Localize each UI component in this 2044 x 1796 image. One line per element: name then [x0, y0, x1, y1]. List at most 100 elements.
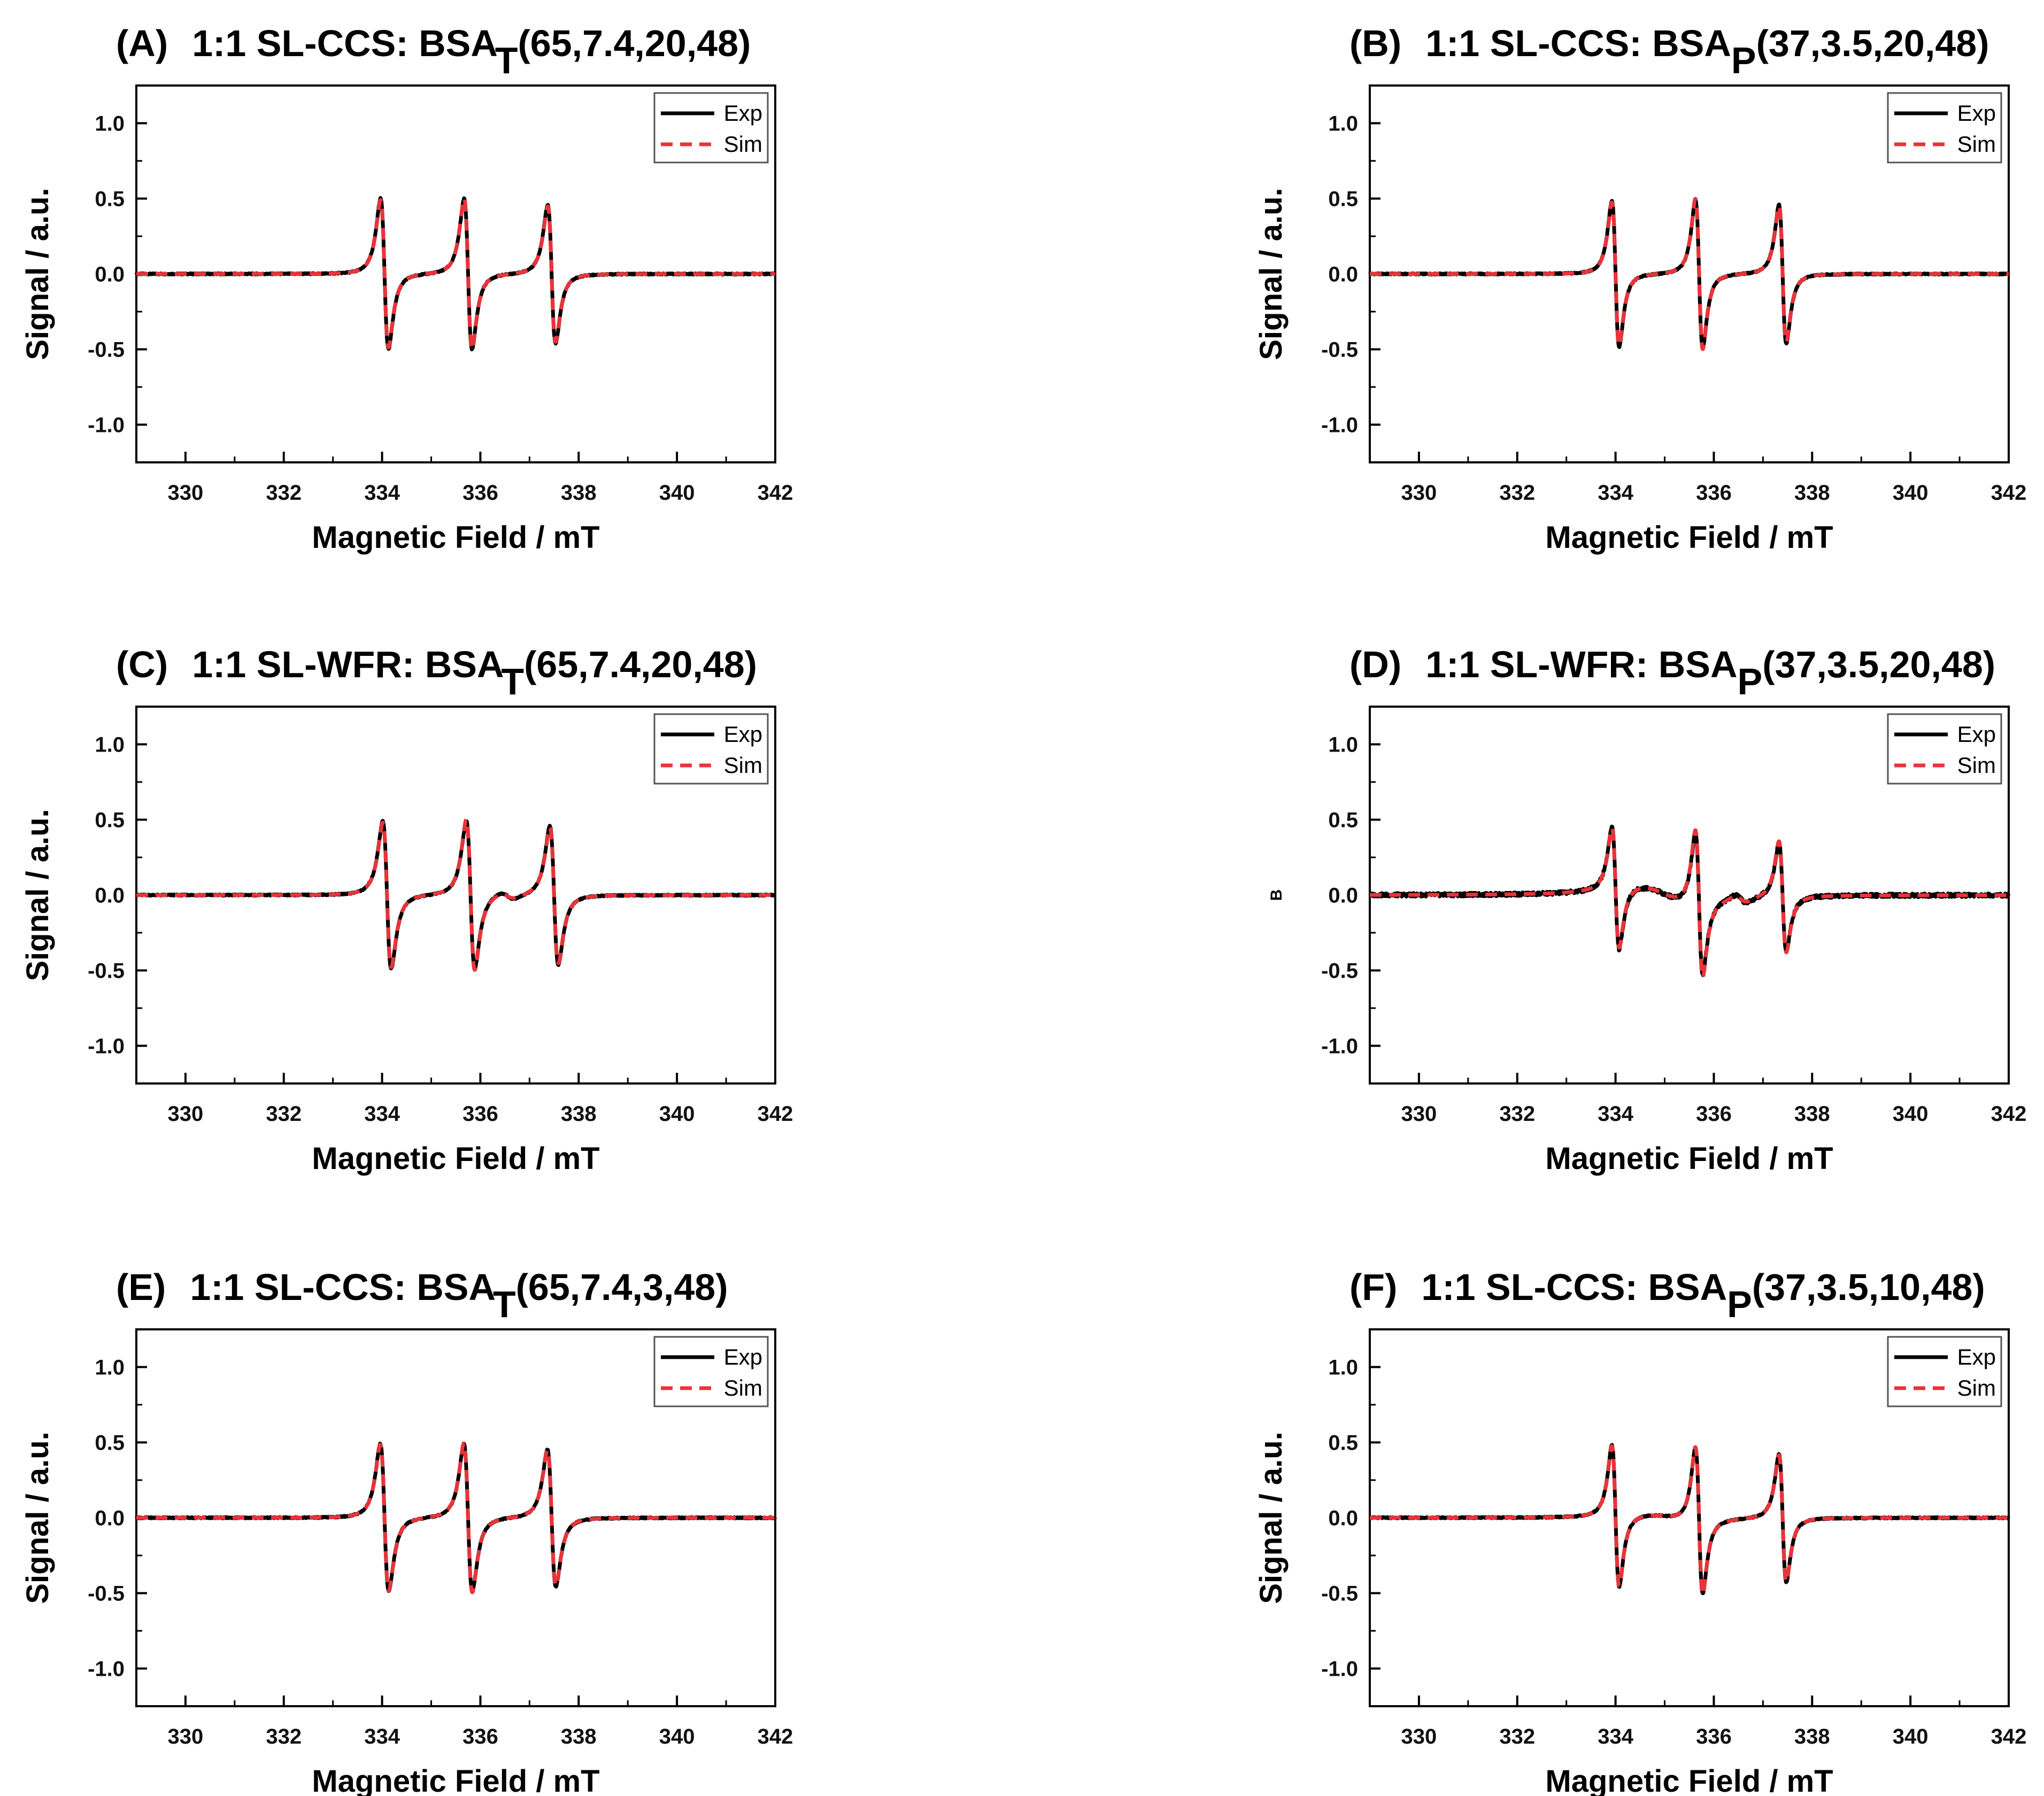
- x-tick-label: 336: [462, 1725, 498, 1748]
- y-tick-label: 0.0: [95, 884, 125, 908]
- legend-box: [653, 713, 769, 785]
- x-axis-label: Magnetic Field / mT: [312, 1141, 599, 1176]
- series-line-sim: [1368, 826, 2010, 979]
- chart-panel-d: (D) 1:1 SL-WFR: BSAP(37,3.5,20,48) 330 332 3…: [1268, 644, 2026, 1176]
- x-tick-label: 338: [1794, 481, 1830, 505]
- panel-title-subscript: T: [495, 40, 518, 81]
- y-tick-label: 1.0: [1328, 112, 1358, 136]
- y-tick-label: 0.0: [1328, 1507, 1358, 1530]
- x-tick-label: 332: [1499, 1102, 1535, 1126]
- y-tick-label: 1.0: [1328, 733, 1358, 757]
- x-tick-label: 336: [1696, 1725, 1732, 1748]
- panel-title-prefix: 1:1 SL-CCS: BSA: [1425, 22, 1731, 64]
- panel-title-label: (B): [1349, 22, 1401, 64]
- x-tick-label: 334: [364, 1102, 400, 1126]
- y-tick-label: 1.0: [95, 733, 125, 757]
- x-tick-label: 332: [1499, 1725, 1535, 1748]
- x-tick-label: 342: [1991, 481, 2027, 505]
- y-tick-label: 0.5: [95, 188, 125, 211]
- legend-label-sim: Sim: [724, 753, 762, 778]
- y-axis-label: Signal / a.u.: [1254, 188, 1289, 360]
- x-tick-label: 336: [462, 481, 498, 505]
- panel-title: (E) 1:1 SL-CCS: BSAT(65,7.4,3,48): [116, 1266, 728, 1325]
- series-line-exp: [135, 819, 777, 971]
- y-axis-label: Signal / a.u.: [20, 188, 55, 360]
- x-tick-label: 338: [561, 481, 597, 505]
- panel-title-subscript: P: [1727, 1283, 1752, 1325]
- y-tick-label: 0.5: [1328, 1431, 1358, 1455]
- panel-title-prefix: 1:1 SL-CCS: BSA: [192, 22, 497, 64]
- chart-panel-c: (C) 1:1 SL-WFR: BSAT(65,7.4,20,48) 330 332 3…: [20, 644, 793, 1176]
- x-tick-label: 338: [1794, 1102, 1830, 1126]
- panel-title-prefix: 1:1 SL-WFR: BSA: [192, 644, 503, 685]
- y-tick-label: 1.0: [1328, 1356, 1358, 1380]
- panel-title-subscript: P: [1731, 40, 1756, 81]
- legend-box: [1887, 713, 2002, 785]
- y-tick-label: -0.5: [88, 338, 125, 362]
- panel-title-prefix: 1:1 SL-CCS: BSA: [190, 1266, 495, 1308]
- series-line-sim: [1368, 1444, 2010, 1597]
- legend-label-sim: Sim: [724, 131, 762, 157]
- panel-title-subscript: T: [501, 661, 524, 702]
- y-tick-label: -0.5: [1321, 338, 1358, 362]
- legend-box: [653, 92, 769, 164]
- y-axis-label: Signal / a.u.: [1254, 1431, 1289, 1604]
- x-tick-label: 342: [758, 1725, 793, 1748]
- legend-label-exp: Exp: [724, 100, 762, 126]
- x-tick-label: 342: [1991, 1725, 2027, 1748]
- panel-title-label: (C): [116, 644, 168, 685]
- x-axis-label: Magnetic Field / mT: [312, 1764, 599, 1796]
- y-tick-label: -1.0: [1321, 414, 1358, 437]
- panel-title-suffix: (37,3.5,10,48): [1752, 1266, 1985, 1308]
- chart-panel-a: (A) 1:1 SL-CCS: BSAT(65,7.4,20,48) 330 332 3…: [20, 22, 793, 555]
- panel-title-subscript: T: [493, 1283, 516, 1325]
- x-tick-label: 340: [659, 1102, 695, 1126]
- y-tick-label: 0.5: [1328, 188, 1358, 211]
- x-axis-label: Magnetic Field / mT: [1545, 1764, 1833, 1796]
- series-line-sim: [135, 817, 777, 972]
- y-tick-label: 0.5: [95, 809, 125, 832]
- x-tick-label: 336: [1696, 1102, 1732, 1126]
- x-tick-label: 340: [1893, 1725, 1929, 1748]
- y-tick-label: -1.0: [88, 1658, 125, 1681]
- y-tick-label: -1.0: [88, 414, 125, 437]
- legend-label-exp: Exp: [724, 722, 762, 747]
- x-tick-label: 338: [561, 1725, 597, 1748]
- y-tick-label: 0.0: [1328, 263, 1358, 287]
- x-tick-label: 330: [168, 481, 204, 505]
- x-tick-label: 340: [1893, 1102, 1929, 1126]
- panel-title-prefix: 1:1 SL-CCS: BSA: [1421, 1266, 1727, 1308]
- x-tick-label: 332: [1499, 481, 1535, 505]
- y-tick-label: 0.0: [95, 1507, 125, 1530]
- legend-label-exp: Exp: [724, 1344, 762, 1369]
- panel-title-subscript: P: [1738, 661, 1763, 702]
- x-tick-label: 340: [659, 481, 695, 505]
- legend-label-sim: Sim: [724, 1375, 762, 1400]
- series-line-sim: [1368, 197, 2010, 351]
- x-axis-label: Magnetic Field / mT: [312, 520, 599, 555]
- series-line-sim: [135, 1441, 777, 1594]
- x-tick-label: 334: [1598, 1102, 1633, 1126]
- x-tick-label: 340: [1893, 481, 1929, 505]
- x-tick-label: 342: [758, 481, 793, 505]
- x-tick-label: 338: [561, 1102, 597, 1126]
- x-tick-label: 336: [462, 1102, 498, 1126]
- chart-panel-b: (B) 1:1 SL-CCS: BSAP(37,3.5,20,48) 330 332 3…: [1254, 22, 2026, 555]
- x-tick-label: 332: [266, 1102, 302, 1126]
- x-tick-label: 340: [659, 1725, 695, 1748]
- y-axis-label: B: [1268, 889, 1285, 901]
- legend-label-exp: Exp: [1957, 722, 1996, 747]
- x-tick-label: 334: [1598, 1725, 1633, 1748]
- x-tick-label: 334: [364, 1725, 400, 1748]
- x-tick-label: 330: [168, 1725, 204, 1748]
- y-tick-label: -1.0: [88, 1035, 125, 1058]
- x-tick-label: 334: [364, 481, 400, 505]
- panel-title-suffix: (37,3.5,20,48): [1756, 22, 1989, 64]
- x-tick-label: 342: [1991, 1102, 2027, 1126]
- x-tick-label: 332: [266, 481, 302, 505]
- x-tick-label: 330: [1401, 1102, 1437, 1126]
- panel-title-label: (F): [1349, 1266, 1397, 1308]
- panel-title: (C) 1:1 SL-WFR: BSAT(65,7.4,20,48): [116, 644, 757, 702]
- x-axis-label: Magnetic Field / mT: [1545, 1141, 1833, 1176]
